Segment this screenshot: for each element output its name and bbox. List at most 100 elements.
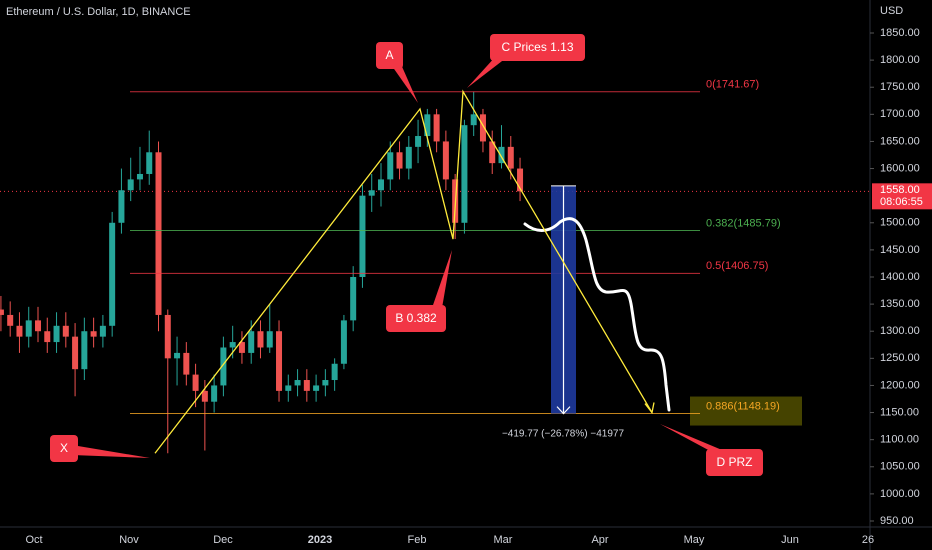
y-tick-label: 1100.00 [880,434,919,446]
candle-body [479,114,486,142]
y-tick-label: 1850.00 [880,27,920,39]
candle-body [109,222,116,326]
y-tick-label: 1800.00 [880,54,920,66]
candle-body [25,320,32,337]
x-tick-label: May [684,534,705,546]
candle-body [127,179,134,191]
candle-body [489,141,496,164]
candle-body [192,374,199,391]
pattern-line [154,89,653,454]
candle-body [396,152,403,169]
candle-body [387,152,394,180]
fib-label: 0(1741.67) [706,79,759,91]
candle-body [44,331,51,343]
prz-box [690,396,802,426]
candle-body [174,352,181,359]
candle-body [276,331,283,391]
y-tick-label: 1450.00 [880,244,920,256]
price-tag [872,183,932,210]
callout-pointer [392,62,418,103]
y-tick-label: 1000.00 [880,488,920,500]
callout-box [376,42,403,69]
candle-body [146,152,153,174]
candle-body [72,336,79,370]
candle-body [470,114,477,126]
x-tick-label: Dec [213,534,233,546]
candle-body [424,114,431,137]
candle-body [53,325,60,343]
measure-arrowhead [556,406,571,415]
projection-curve [523,217,671,412]
candle-body [81,331,88,370]
candle-body [415,136,422,147]
fib-label: 0.382(1485.79) [706,217,781,229]
fib-label: 0.5(1406.75) [706,260,768,272]
candle-body [350,277,357,321]
candle-body [99,325,106,337]
callout-pointer [467,56,506,88]
y-tick-label: 1300.00 [880,325,920,337]
callout-box [50,435,78,462]
y-tick-label: 950.00 [880,515,914,527]
callout-box [490,34,585,61]
y-tick-label: 1600.00 [880,162,920,174]
fib-label: 0.886(1148.19) [706,400,780,412]
candle-body [0,309,4,315]
candle-body [517,168,524,192]
y-tick-label: 1050.00 [880,461,920,473]
candle-body [35,320,41,332]
measure-label: −419.77 (−26.78%) −41977 [502,428,624,439]
y-tick-label: 1650.00 [880,135,920,147]
candle-body [498,146,505,164]
candle-body [136,173,143,180]
candle-body [155,152,162,315]
candle-body [164,314,171,359]
candle-body [377,179,384,191]
candle-body [7,314,14,326]
candle-body [183,352,190,375]
y-tick-label: 1350.00 [880,298,920,310]
callout-label: C Prices 1.13 [501,40,573,54]
callout-pointer [660,424,722,452]
x-tick-label: 2023 [308,534,332,546]
x-tick-label: Apr [591,534,608,546]
callout-box [706,449,763,476]
candle-body [368,190,375,196]
candle-body [220,347,227,386]
candle-body [405,146,412,169]
candle-body [461,125,468,223]
candle-body [118,190,125,223]
price-tag-countdown: 08:06:55 [880,196,923,208]
candle-body [229,342,236,348]
candle-body [90,331,97,337]
candle-body [322,380,329,386]
candle-body [303,380,310,391]
y-tick-label: 1750.00 [880,81,920,93]
callout-pointer [432,250,452,308]
y-tick-label: 1500.00 [880,217,920,229]
candle-body [294,380,301,386]
y-tick-label: 1400.00 [880,271,920,283]
pattern-arrowhead [644,402,655,415]
candle-body [62,325,69,337]
y-tick-label: 1700.00 [880,108,920,120]
y-tick-label: 1200.00 [880,379,920,391]
candle-body [266,331,273,348]
callout-label: A [385,48,393,62]
chart-title: Ethereum / U.S. Dollar, 1D, BINANCE [6,6,191,18]
x-tick-label: Nov [119,534,139,546]
x-tick-label: Jun [781,534,799,546]
candle-body [257,331,264,348]
x-tick-label: 26 [862,534,874,546]
candle-body [238,342,245,353]
x-tick-label: Oct [25,534,42,546]
callout-box [386,305,446,332]
callout-label: X [60,441,68,455]
candle-body [433,114,440,142]
y-tick-label: 1150.00 [880,406,919,418]
x-tick-label: Feb [408,534,427,546]
callout-label: D PRZ [717,455,753,469]
candle-body [16,325,23,337]
